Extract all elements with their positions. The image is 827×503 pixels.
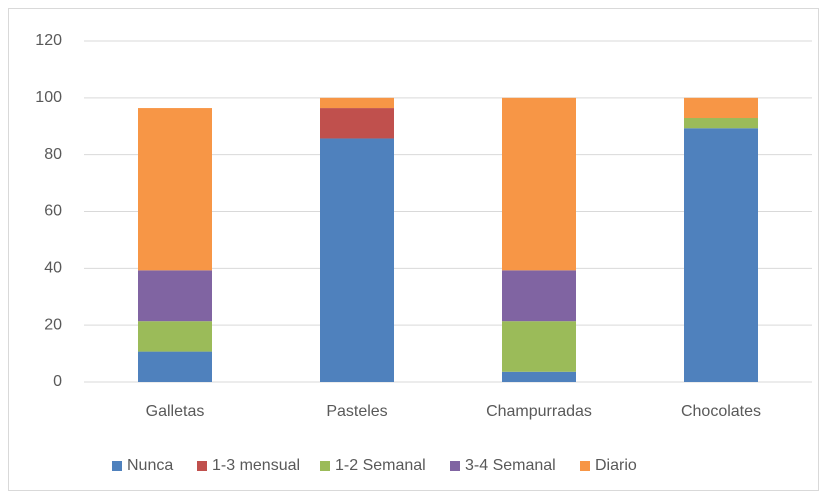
x-tick-label: Galletas [146,403,205,420]
bar-segment [502,97,576,271]
bar-segment [320,108,394,139]
legend-swatch [112,461,122,471]
legend-label: Diario [595,457,637,474]
y-tick-label: 60 [44,203,62,220]
bar-segment [684,97,758,119]
bar-segment [684,118,758,129]
bar-segment [502,321,576,372]
bar-segment [502,371,576,382]
bar-segment [684,128,758,382]
legend-label: 1-3 mensual [212,457,300,474]
legend-swatch [580,461,590,471]
y-tick-label: 0 [53,373,62,390]
bar-segment [320,97,394,109]
x-tick-label: Pasteles [326,403,387,420]
y-tick-label: 120 [35,32,62,49]
legend-label: 1-2 Semanal [335,457,426,474]
bar-segment [138,351,212,382]
bar-segment [138,321,212,352]
legend-swatch [450,461,460,471]
legend-swatch [320,461,330,471]
y-tick-label: 20 [44,316,62,333]
y-tick-label: 100 [35,89,62,106]
y-tick-label: 80 [44,146,62,163]
legend-label: 3-4 Semanal [465,457,556,474]
x-tick-label: Chocolates [681,403,761,420]
y-tick-label: 40 [44,260,62,277]
bar-segment [320,138,394,382]
bar-segment [138,108,212,271]
legend-swatch [197,461,207,471]
bar-segment [502,270,576,322]
x-tick-label: Champurradas [486,403,592,420]
bar-segment [138,270,212,322]
legend-label: Nunca [127,457,173,474]
